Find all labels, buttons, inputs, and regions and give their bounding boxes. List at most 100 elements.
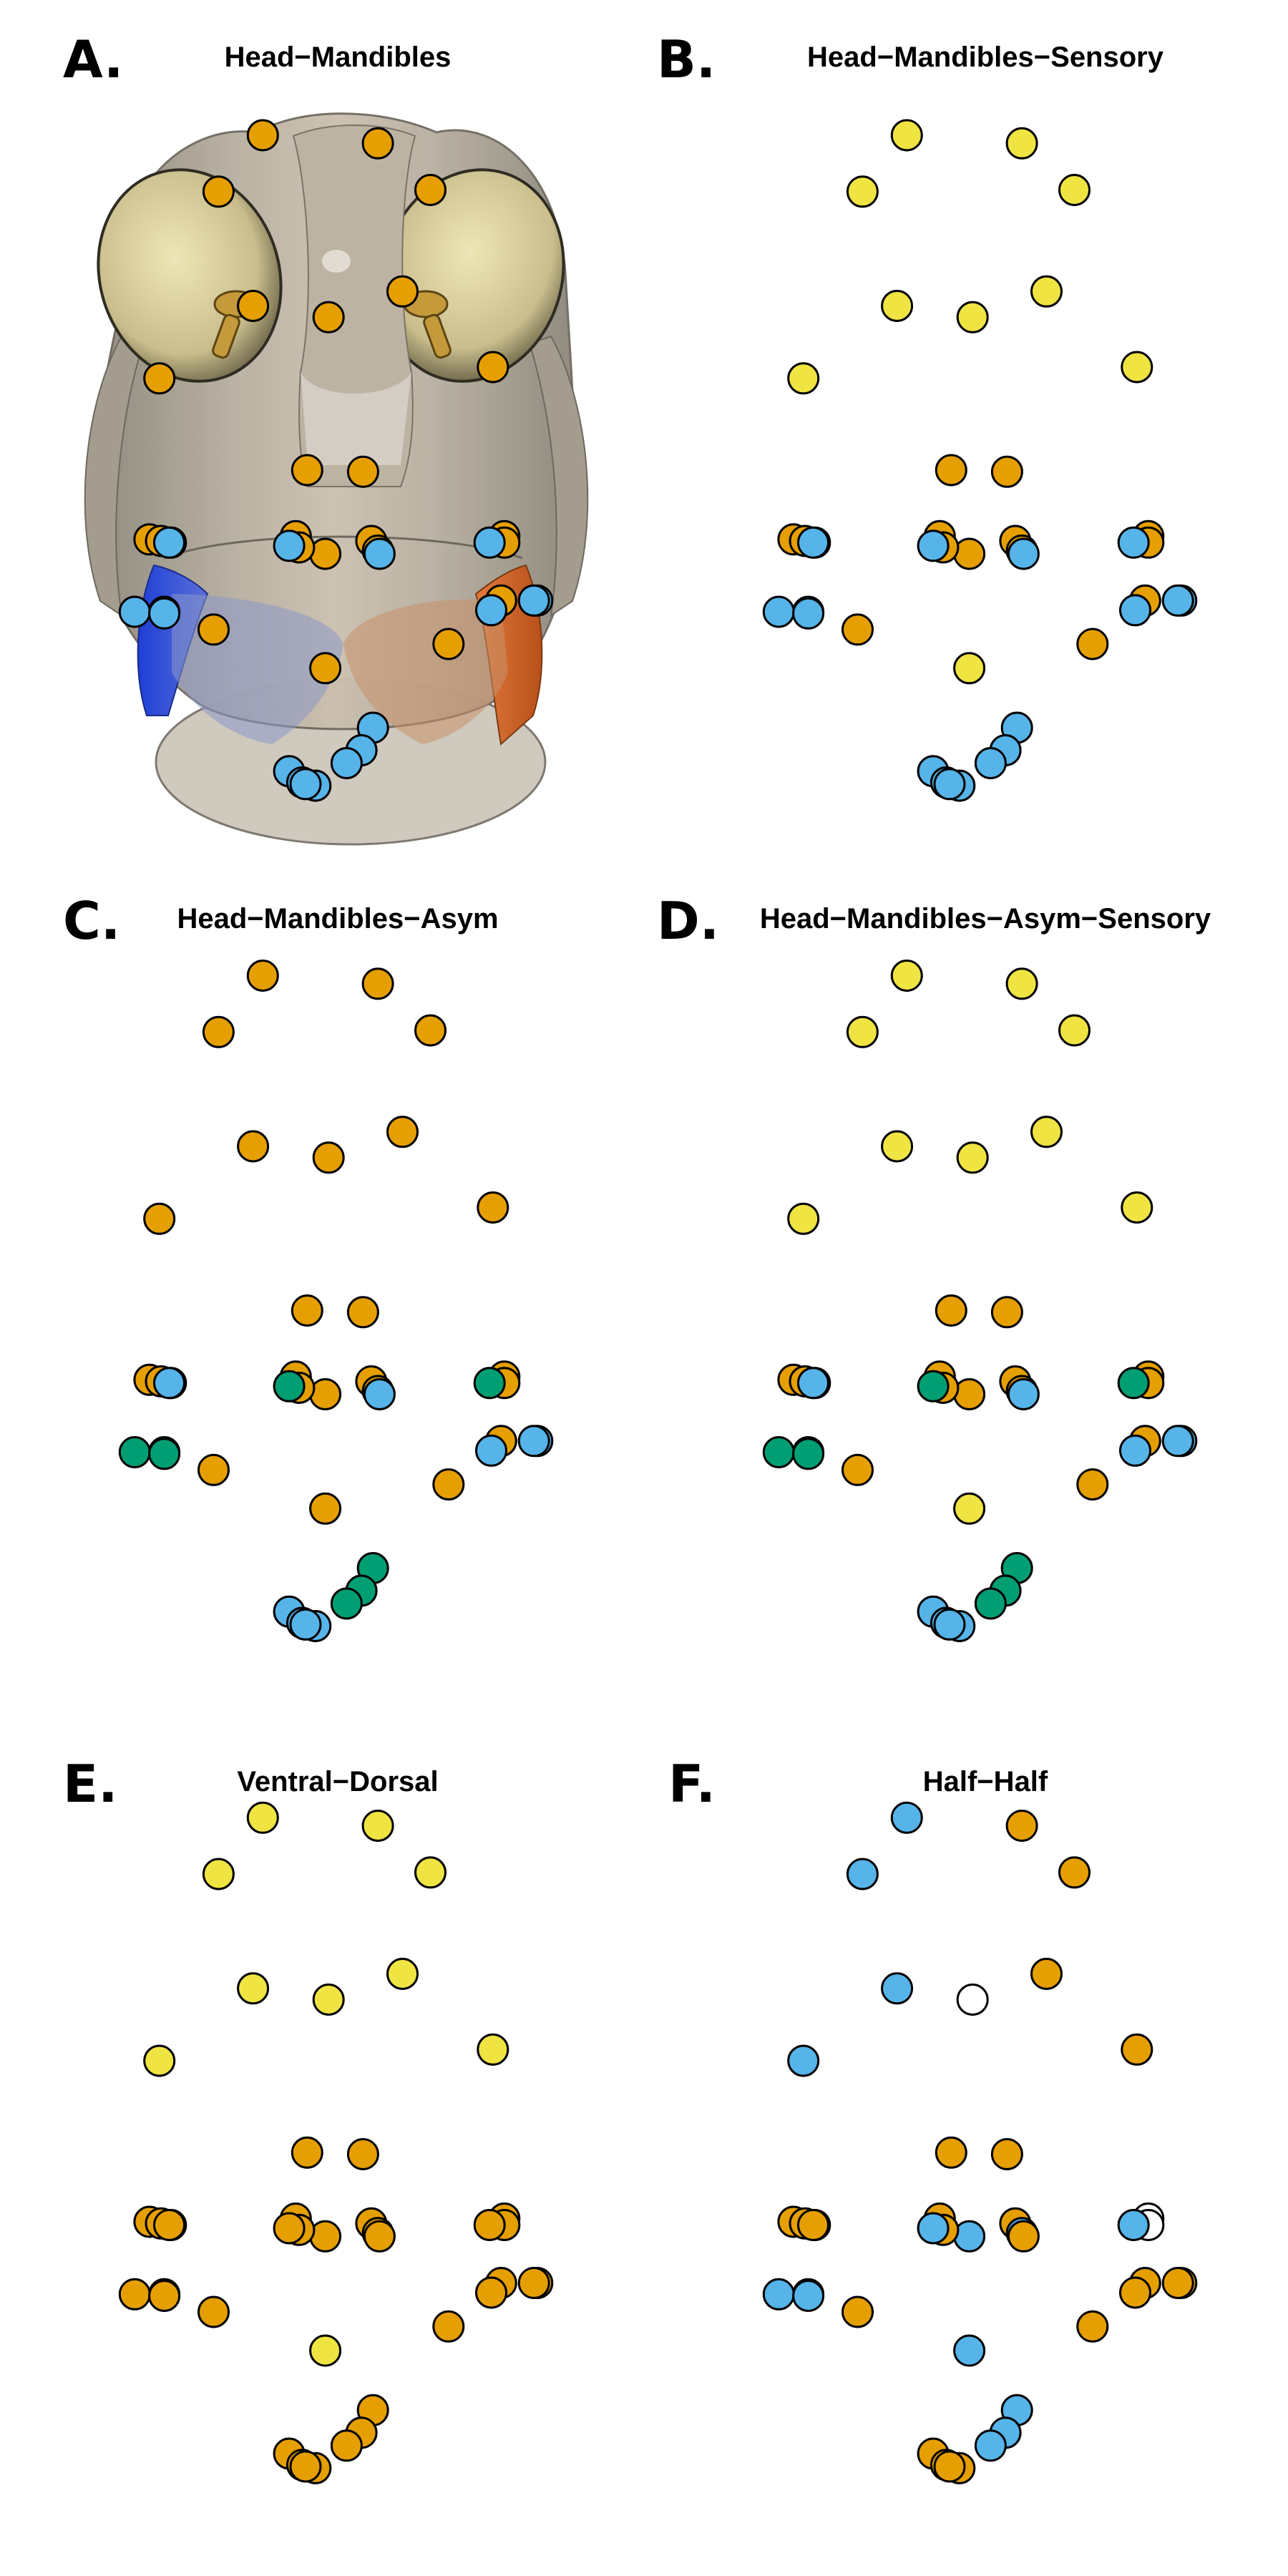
landmark-point [361, 1810, 394, 1842]
panel-B-landmarks [762, 119, 1198, 802]
landmark-point [361, 127, 394, 160]
landmark-point [330, 1587, 363, 1620]
landmark-point [414, 1856, 447, 1889]
landmark-point [1117, 2209, 1150, 2241]
panel-A-landmarks [118, 119, 554, 802]
landmark-point [1030, 1958, 1063, 1990]
landmark-point [933, 1608, 966, 1641]
landmark-point [1161, 1425, 1194, 1458]
landmark-point [477, 2033, 509, 2066]
landmark-point [312, 301, 345, 333]
landmark-point [935, 2136, 967, 2169]
landmark-point [787, 1202, 820, 1235]
landmark-point [346, 2138, 379, 2170]
landmark-point [1007, 2220, 1040, 2253]
landmark-point [289, 1608, 322, 1641]
landmark-point [890, 1801, 923, 1834]
landmark-point [1161, 584, 1194, 617]
landmark-points [118, 119, 1198, 2484]
panel-title: Half−Half [923, 1766, 1048, 1797]
panel-F-landmarks [762, 1801, 1198, 2484]
landmark-point [935, 1294, 967, 1327]
landmark-point [143, 362, 176, 395]
landmark-point [237, 290, 270, 322]
landmark-point [792, 597, 825, 630]
landmark-point [953, 1492, 986, 1525]
landmark-point [787, 2044, 820, 2077]
landmark-point [953, 2334, 986, 2367]
panel-title: Head−Mandibles [225, 42, 452, 73]
panel-A-header: A. Head−Mandibles [63, 29, 451, 89]
landmark-point [361, 967, 394, 1000]
landmark-point [841, 1453, 874, 1486]
landmark-point [1117, 526, 1150, 559]
landmark-point [1030, 275, 1063, 308]
landmark-point [1121, 351, 1153, 384]
panel-E-header: E. Ventral−Dorsal [63, 1754, 439, 1814]
landmark-point [473, 526, 506, 559]
landmark-point [477, 351, 509, 384]
landmark-point [1007, 1378, 1040, 1410]
landmark-point [202, 1858, 235, 1890]
landmark-point [309, 2220, 342, 2253]
panel-label: E. [63, 1754, 118, 1814]
landmark-point [1058, 1014, 1091, 1047]
landmark-point [762, 1436, 795, 1468]
landmark-point [246, 1801, 279, 1834]
panel-title: Head−Mandibles−Asym−Sensory [760, 903, 1211, 935]
landmark-point [197, 1453, 230, 1486]
landmark-point [346, 1296, 379, 1329]
landmark-point [148, 597, 181, 630]
landmark-point [153, 2209, 185, 2241]
landmark-point [473, 1367, 506, 1400]
landmark-point [1007, 537, 1040, 570]
landmark-point [386, 1958, 419, 1990]
landmark-point [118, 595, 151, 628]
landmark-point [1121, 2033, 1153, 2066]
landmark-point [330, 747, 363, 779]
landmark-point [1161, 2267, 1194, 2299]
landmark-point [792, 1438, 825, 1470]
landmark-point [846, 1015, 879, 1048]
landmark-point [246, 119, 279, 152]
landmark-point [990, 455, 1023, 488]
landmark-point [291, 454, 323, 487]
panel-D-landmarks [762, 960, 1198, 1642]
landmark-point [475, 594, 507, 627]
landmark-point [1058, 174, 1091, 206]
landmark-point [1005, 1810, 1038, 1842]
landmark-point [881, 1972, 914, 2005]
landmark-point [312, 1141, 345, 1174]
landmark-point [153, 526, 185, 559]
landmark-point [953, 1378, 986, 1410]
landmark-point [917, 2212, 950, 2245]
landmark-point [881, 1130, 914, 1163]
landmark-point [475, 1434, 507, 1467]
landmark-point [118, 1436, 151, 1468]
landmark-point [1030, 1116, 1063, 1148]
landmark-point [1119, 1434, 1151, 1467]
landmark-point [363, 1378, 396, 1410]
landmark-point [148, 1438, 181, 1470]
landmark-point [414, 174, 447, 206]
landmark-point [933, 2450, 966, 2483]
landmark-point [956, 301, 989, 333]
landmark-point [246, 960, 279, 992]
landmark-point [237, 1972, 270, 2005]
landmark-point [517, 584, 550, 617]
panel-label: B. [657, 29, 716, 89]
landmark-point [197, 613, 230, 646]
landmark-point [273, 530, 306, 562]
landmark-point [309, 2334, 342, 2367]
landmark-point [202, 1015, 235, 1048]
panel-label: C. [63, 891, 120, 951]
landmark-point [118, 2278, 151, 2311]
landmark-point [473, 2209, 506, 2241]
landmark-point [1005, 127, 1038, 160]
landmark-point [841, 613, 874, 646]
landmark-point [386, 275, 419, 308]
panel-label: D. [657, 891, 719, 951]
landmark-point [953, 652, 986, 685]
landmark-point [1119, 2276, 1151, 2309]
landmark-point [517, 2267, 550, 2299]
